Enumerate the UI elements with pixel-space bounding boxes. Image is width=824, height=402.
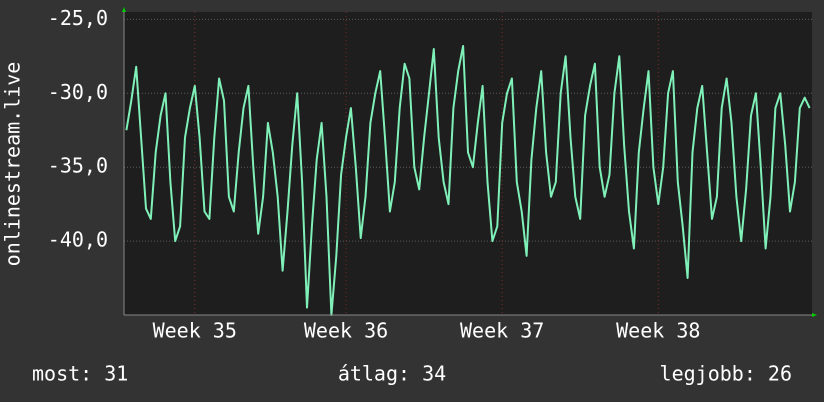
- y-axis-label: onlinestream.live: [1, 62, 25, 267]
- x-tick-label: Week 37: [460, 319, 544, 343]
- y-tick-label: -30,0: [48, 80, 108, 104]
- series-line: [125, 45, 811, 316]
- x-arrow: [812, 313, 817, 317]
- y-tick-label: -35,0: [48, 154, 108, 178]
- footer-current: most: 31: [32, 362, 128, 386]
- x-tick-label: Week 35: [153, 319, 237, 343]
- x-tick-label: Week 36: [304, 319, 388, 343]
- y-tick-label: -40,0: [48, 228, 108, 252]
- footer-average: átlag: 34: [338, 362, 446, 386]
- y-tick-label: -25,0: [48, 6, 108, 30]
- grid: [124, 12, 812, 315]
- x-tick-label: Week 38: [616, 319, 700, 343]
- footer-best: legjobb: 26: [660, 362, 792, 386]
- y-arrow: [122, 7, 126, 12]
- marks: [125, 45, 811, 316]
